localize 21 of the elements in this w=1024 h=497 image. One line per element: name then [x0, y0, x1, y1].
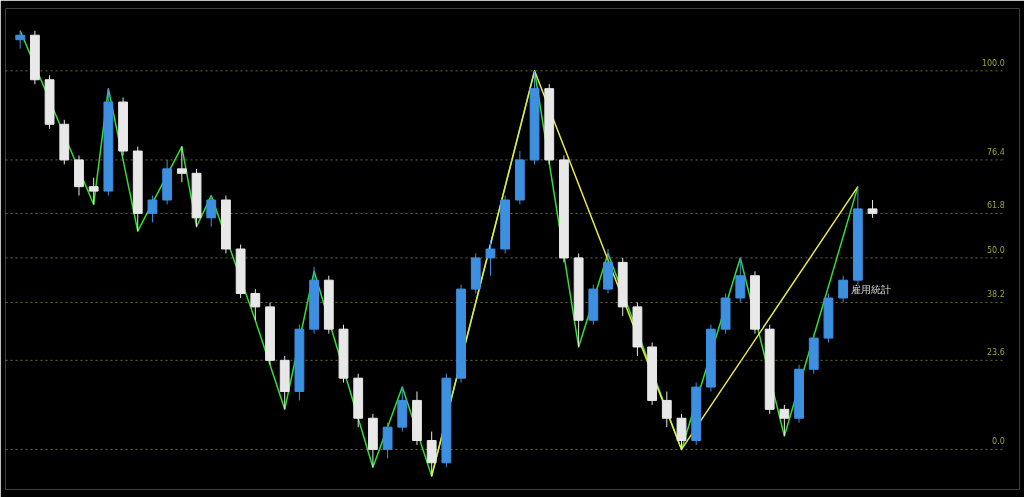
candlestick	[676, 413, 687, 450]
annotation: 雇用統計	[850, 283, 891, 295]
text: 23.6	[986, 348, 1005, 357]
candlestick	[485, 239, 496, 277]
candlestick	[661, 391, 672, 428]
text: 50.0	[986, 245, 1005, 255]
candlestick	[838, 275, 849, 303]
candlestick	[779, 404, 790, 437]
text: 100.0	[981, 58, 1005, 68]
text: 61.8	[986, 201, 1005, 211]
candlestick	[382, 422, 393, 459]
candlestick	[176, 146, 187, 183]
candlestick	[206, 195, 217, 228]
text: 38.2	[986, 290, 1005, 300]
candlestick	[426, 431, 437, 477]
text: 76.4	[986, 147, 1005, 157]
text: 0.0	[992, 437, 1005, 447]
candlestick	[250, 288, 261, 321]
candlestick	[88, 177, 99, 205]
candlestick	[147, 195, 158, 223]
candlestick	[735, 257, 746, 303]
